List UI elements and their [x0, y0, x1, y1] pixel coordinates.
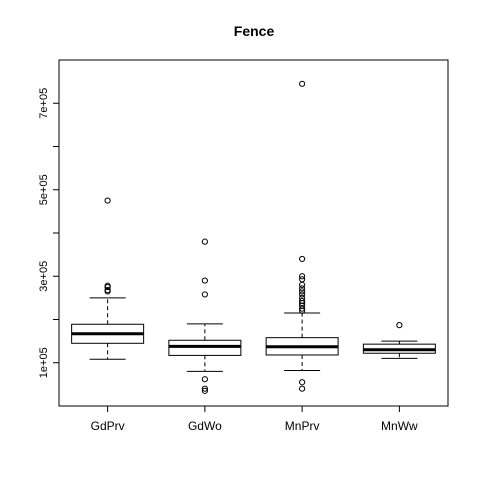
outlier-point: [299, 276, 306, 283]
outlier-point: [299, 291, 306, 298]
plot-area: 1e+05 3e+05 5e+05 7e+05 GdPrv GdWo MnPrv MnWw: [38, 59, 449, 433]
outlier-point: [299, 385, 306, 392]
x-tick-label: MnPrv: [285, 419, 320, 433]
outlier-point: [201, 376, 208, 383]
outlier-point: [299, 80, 306, 87]
outlier-point: [299, 288, 306, 295]
chart-title: Fence: [234, 23, 275, 39]
outlier-point: [201, 238, 208, 245]
x-tick-label: GdWo: [188, 419, 222, 433]
outlier-point: [104, 282, 111, 289]
y-tick-label: 3e+05: [38, 261, 50, 292]
outlier-point: [201, 291, 208, 298]
outlier-point: [104, 197, 111, 204]
outlier-point: [299, 297, 306, 305]
outlier-point: [396, 322, 403, 329]
outlier-point: [104, 286, 111, 294]
y-tick-label: 1e+05: [38, 347, 50, 378]
outlier-point: [299, 285, 306, 292]
x-tick-label: GdPrv: [91, 419, 125, 433]
outlier-point: [299, 379, 306, 386]
box: [168, 339, 242, 356]
y-tick-label: 5e+05: [38, 174, 50, 205]
outlier-point: [299, 273, 306, 280]
outlier-point: [201, 387, 208, 394]
outlier-point: [299, 294, 306, 301]
x-tick-label: MnWw: [381, 419, 418, 433]
outlier-point: [299, 255, 306, 263]
outlier-point: [201, 277, 208, 284]
outlier-point: [201, 385, 208, 392]
y-tick-label: 7e+05: [38, 88, 50, 119]
